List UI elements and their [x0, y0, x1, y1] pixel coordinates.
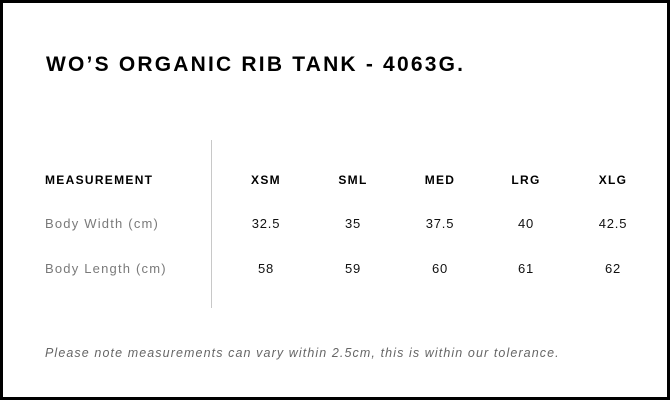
- size-header-lrg: LRG: [511, 173, 541, 187]
- table-cell: 61: [517, 261, 535, 276]
- table-cell: 35: [344, 216, 362, 231]
- table-cell: 62: [604, 261, 622, 276]
- size-header-xsm: XSM: [251, 173, 281, 187]
- table-cell: 42.5: [598, 216, 628, 231]
- table-cell: 59: [344, 261, 362, 276]
- size-header-sml: SML: [338, 173, 368, 187]
- table-cell: 60: [431, 261, 449, 276]
- page-title: WO’S ORGANIC RIB TANK - 4063G.: [46, 53, 466, 76]
- size-header-med: MED: [424, 173, 456, 187]
- column-divider: [211, 140, 212, 308]
- table-cell: 37.5: [425, 216, 455, 231]
- table-cell: 40: [517, 216, 535, 231]
- table-cell: 32.5: [251, 216, 281, 231]
- size-header-xlg: XLG: [598, 173, 628, 187]
- row-label: Body Width (cm): [45, 216, 160, 231]
- tolerance-note: Please note measurements can vary within…: [45, 346, 560, 360]
- measurement-header: MEASUREMENT: [45, 173, 154, 187]
- row-label: Body Length (cm): [45, 261, 167, 276]
- table-cell: 58: [257, 261, 275, 276]
